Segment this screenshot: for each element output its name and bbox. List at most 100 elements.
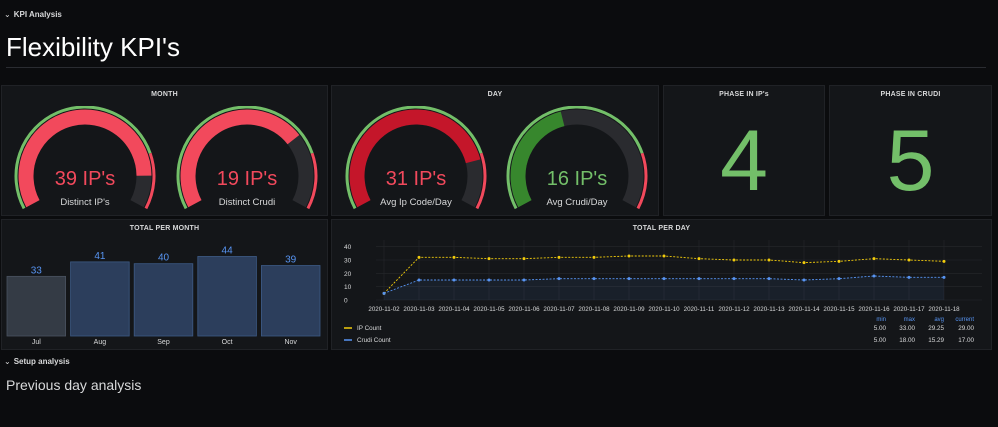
- dashboard-title: Flexibility KPI's: [6, 32, 181, 62]
- legend-series-name[interactable]: Crudi Count: [357, 337, 391, 344]
- row-label: KPI Analysis: [13, 10, 62, 19]
- section-title: Previous day analysis: [6, 377, 142, 393]
- data-point[interactable]: [732, 258, 736, 262]
- data-point[interactable]: [452, 255, 456, 259]
- chevron-down-icon: ⌄: [4, 10, 11, 19]
- panel-total-per-month: TOTAL PER MONTH 33 Jul 41 Aug 40 Sep 44 Oct 39 No…: [1, 219, 328, 350]
- legend-series-name[interactable]: IP Count: [357, 325, 382, 332]
- gauge-threshold-alert: [475, 152, 487, 210]
- data-point[interactable]: [522, 278, 526, 282]
- legend-header: min: [876, 317, 886, 323]
- panel-phase-ip: PHASE IN IP's 4: [663, 85, 825, 216]
- data-point[interactable]: [732, 277, 736, 281]
- data-point[interactable]: [767, 277, 771, 281]
- data-point[interactable]: [487, 278, 491, 282]
- gauge-fill: [18, 109, 152, 208]
- x-tick-label: 2020-11-16: [858, 306, 890, 313]
- data-point[interactable]: [417, 255, 421, 259]
- gauge-threshold-ok: [345, 106, 483, 210]
- gauge-value: 19 IP's: [216, 168, 278, 190]
- data-point[interactable]: [837, 259, 841, 263]
- bar[interactable]: [197, 256, 257, 337]
- data-point[interactable]: [907, 258, 911, 262]
- legend-header: avg: [934, 317, 944, 323]
- data-point[interactable]: [697, 257, 701, 261]
- panel-title: PHASE IN CRUDI: [880, 91, 941, 98]
- x-tick-label: 2020-11-09: [613, 306, 645, 313]
- data-point[interactable]: [662, 254, 666, 258]
- data-point[interactable]: [872, 257, 876, 261]
- data-point[interactable]: [872, 274, 876, 278]
- data-point[interactable]: [382, 291, 386, 295]
- data-point[interactable]: [522, 257, 526, 261]
- bar[interactable]: [133, 263, 194, 337]
- x-tick-label: 2020-11-14: [788, 306, 820, 313]
- gauge-distinct-ips: 39 IP's Distinct IP's: [14, 106, 156, 216]
- data-point[interactable]: [592, 277, 596, 281]
- row-setup-analysis[interactable]: ⌄ Setup analysis: [4, 357, 70, 366]
- gauge-arc: [345, 106, 487, 210]
- gauge-label: Distinct Crudi: [218, 197, 276, 208]
- gauge-avg-ip-code: 31 IP's Avg Ip Code/Day: [345, 106, 487, 216]
- bar-value-label: 33: [31, 265, 43, 276]
- gauge-arc: [14, 106, 156, 210]
- data-point[interactable]: [627, 277, 631, 281]
- data-point[interactable]: [417, 278, 421, 282]
- data-point[interactable]: [627, 254, 631, 258]
- data-point[interactable]: [837, 277, 841, 281]
- x-tick-label: 2020-11-15: [823, 306, 855, 313]
- gauge-arc: [176, 106, 318, 210]
- legend-header: max: [904, 317, 915, 323]
- panel-phase-crudi: PHASE IN CRUDI 5: [829, 85, 992, 216]
- panel-title: TOTAL PER DAY: [632, 225, 691, 232]
- row-label: Setup analysis: [13, 357, 70, 366]
- panel-total-per-day: TOTAL PER DAY 0 10 20 30 40 2020-11-02 2020-11…: [331, 219, 992, 350]
- y-tick-label: 20: [344, 271, 352, 278]
- gauge-value: 39 IP's: [54, 168, 116, 190]
- panel-title: PHASE IN IP's: [719, 91, 769, 98]
- data-point[interactable]: [557, 277, 561, 281]
- data-point[interactable]: [942, 259, 946, 263]
- panel-title: TOTAL PER MONTH: [129, 225, 200, 232]
- bar[interactable]: [70, 261, 130, 337]
- gauge-fill: [180, 109, 300, 208]
- gauge-threshold-alert: [306, 152, 318, 210]
- data-point[interactable]: [802, 278, 806, 282]
- data-point[interactable]: [907, 275, 911, 279]
- legend-stat: 18.00: [899, 337, 915, 344]
- x-tick-label: 2020-11-12: [718, 306, 750, 313]
- x-tick-label: 2020-11-03: [403, 306, 435, 313]
- gauge-label: Avg Crudi/Day: [546, 197, 608, 208]
- gauge-threshold-ok: [176, 106, 314, 210]
- data-point[interactable]: [662, 277, 666, 281]
- legend-stat: 29.25: [928, 325, 944, 332]
- data-point[interactable]: [592, 255, 596, 259]
- x-tick-label: 2020-11-07: [543, 306, 575, 313]
- bar[interactable]: [260, 265, 321, 337]
- chevron-down-icon: ⌄: [4, 357, 11, 366]
- row-kpi-analysis[interactable]: ⌄ KPI Analysis: [4, 10, 62, 19]
- gauge-threshold-alert: [636, 152, 648, 210]
- legend-header: current: [955, 317, 974, 323]
- data-point[interactable]: [452, 278, 456, 282]
- bar[interactable]: [6, 275, 66, 337]
- data-point[interactable]: [487, 257, 491, 261]
- gauge-arc: [506, 106, 648, 210]
- x-tick-label: 2020-11-02: [368, 306, 400, 313]
- data-point[interactable]: [697, 277, 701, 281]
- panel-day: DAY 31 IP's Avg Ip Code/Day 16 IP's Avg …: [331, 85, 659, 216]
- legend-stat: 17.00: [958, 337, 974, 344]
- data-point[interactable]: [942, 275, 946, 279]
- data-point[interactable]: [802, 261, 806, 265]
- y-tick-label: 30: [344, 258, 352, 265]
- gauge-threshold-ok: [506, 106, 644, 210]
- stat-value: 5: [886, 113, 935, 209]
- panel-month: MONTH 39 IP's Distinct IP's 19 IP's Dist…: [1, 85, 328, 216]
- data-point[interactable]: [767, 258, 771, 262]
- x-tick-label: Oct: [222, 339, 233, 346]
- data-point[interactable]: [557, 255, 561, 259]
- legend-stat: 15.29: [928, 337, 944, 344]
- series-area: [384, 276, 944, 300]
- x-tick-label: 2020-11-05: [473, 306, 505, 313]
- x-tick-label: Nov: [284, 339, 297, 346]
